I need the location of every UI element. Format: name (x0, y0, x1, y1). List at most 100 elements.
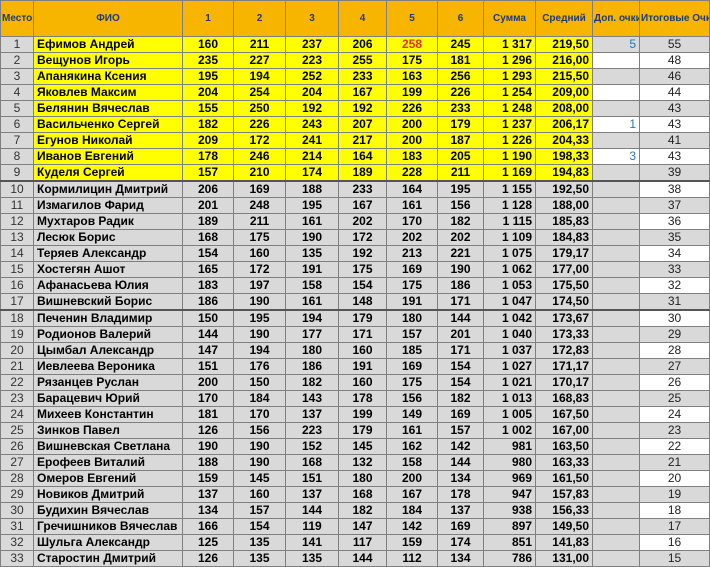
sum-cell[interactable]: 1 169 (483, 164, 536, 182)
total-cell[interactable]: 26 (639, 374, 710, 391)
game-6-cell[interactable]: 174 (437, 534, 484, 551)
place-cell[interactable]: 29 (0, 486, 34, 503)
game-1-cell[interactable]: 195 (182, 68, 234, 85)
place-cell[interactable]: 19 (0, 326, 34, 343)
place-cell[interactable]: 21 (0, 358, 34, 375)
game-2-cell[interactable]: 135 (233, 550, 286, 567)
total-cell[interactable]: 44 (639, 84, 710, 101)
game-4-cell[interactable]: 172 (338, 229, 387, 246)
game-2-cell[interactable]: 157 (233, 502, 286, 519)
game-6-cell[interactable]: 202 (437, 229, 484, 246)
game-5-cell[interactable]: 175 (386, 277, 438, 294)
header-place[interactable]: Место (0, 0, 34, 37)
game-5-cell[interactable]: 156 (386, 390, 438, 407)
game-5-cell[interactable]: 170 (386, 213, 438, 230)
game-3-cell[interactable]: 188 (285, 180, 339, 198)
game-3-cell[interactable]: 180 (285, 342, 339, 359)
game-1-cell[interactable]: 206 (182, 180, 234, 198)
header-game-6[interactable]: 6 (437, 0, 484, 37)
average-cell[interactable]: 175,50 (535, 277, 593, 294)
name-cell[interactable]: Хостегян Ашот (33, 261, 183, 278)
name-cell[interactable]: Апанякина Ксения (33, 68, 183, 85)
game-3-cell[interactable]: 186 (285, 358, 339, 375)
game-3-cell[interactable]: 237 (285, 36, 339, 53)
game-4-cell[interactable]: 144 (338, 550, 387, 567)
sum-cell[interactable]: 1 037 (483, 342, 536, 359)
sum-cell[interactable]: 1 053 (483, 277, 536, 294)
place-cell[interactable]: 18 (0, 309, 34, 327)
game-2-cell[interactable]: 194 (233, 68, 286, 85)
average-cell[interactable]: 174,50 (535, 293, 593, 311)
game-6-cell[interactable]: 221 (437, 245, 484, 262)
game-2-cell[interactable]: 194 (233, 342, 286, 359)
game-1-cell[interactable]: 125 (182, 534, 234, 551)
bonus-cell[interactable] (592, 277, 640, 294)
bonus-cell[interactable] (592, 164, 640, 182)
place-cell[interactable]: 32 (0, 534, 34, 551)
sum-cell[interactable]: 786 (483, 550, 536, 567)
game-2-cell[interactable]: 184 (233, 390, 286, 407)
game-3-cell[interactable]: 223 (285, 52, 339, 69)
game-6-cell[interactable]: 245 (437, 36, 484, 53)
game-2-cell[interactable]: 150 (233, 374, 286, 391)
game-3-cell[interactable]: 194 (285, 309, 339, 327)
sum-cell[interactable]: 969 (483, 470, 536, 487)
bonus-cell[interactable] (592, 470, 640, 487)
name-cell[interactable]: Иванов Евгений (33, 148, 183, 165)
header-game-2[interactable]: 2 (233, 0, 286, 37)
name-cell[interactable]: Барацевич Юрий (33, 390, 183, 407)
game-4-cell[interactable]: 207 (338, 116, 387, 133)
name-cell[interactable]: Омеров Евгений (33, 470, 183, 487)
game-2-cell[interactable]: 154 (233, 518, 286, 535)
sum-cell[interactable]: 1 296 (483, 52, 536, 69)
game-5-cell[interactable]: 185 (386, 342, 438, 359)
sum-cell[interactable]: 1 021 (483, 374, 536, 391)
bonus-cell[interactable] (592, 213, 640, 230)
sum-cell[interactable]: 1 115 (483, 213, 536, 230)
game-5-cell[interactable]: 200 (386, 470, 438, 487)
place-cell[interactable]: 13 (0, 229, 34, 246)
header-game-1[interactable]: 1 (182, 0, 234, 37)
sum-cell[interactable]: 1 254 (483, 84, 536, 101)
game-1-cell[interactable]: 178 (182, 148, 234, 165)
total-cell[interactable]: 36 (639, 213, 710, 230)
game-2-cell[interactable]: 197 (233, 277, 286, 294)
game-1-cell[interactable]: 126 (182, 550, 234, 567)
game-3-cell[interactable]: 241 (285, 132, 339, 149)
name-cell[interactable]: Белянин Вячеслав (33, 100, 183, 117)
game-5-cell[interactable]: 142 (386, 518, 438, 535)
average-cell[interactable]: 185,83 (535, 213, 593, 230)
game-2-cell[interactable]: 190 (233, 293, 286, 311)
game-1-cell[interactable]: 182 (182, 116, 234, 133)
name-cell[interactable]: Афанасьева Юлия (33, 277, 183, 294)
sum-cell[interactable]: 980 (483, 454, 536, 471)
place-cell[interactable]: 26 (0, 438, 34, 455)
game-2-cell[interactable]: 210 (233, 164, 286, 182)
game-6-cell[interactable]: 142 (437, 438, 484, 455)
place-cell[interactable]: 5 (0, 100, 34, 117)
place-cell[interactable]: 25 (0, 422, 34, 439)
game-5-cell[interactable]: 112 (386, 550, 438, 567)
game-3-cell[interactable]: 144 (285, 502, 339, 519)
game-4-cell[interactable]: 147 (338, 518, 387, 535)
game-1-cell[interactable]: 200 (182, 374, 234, 391)
game-4-cell[interactable]: 255 (338, 52, 387, 69)
game-6-cell[interactable]: 182 (437, 213, 484, 230)
average-cell[interactable]: 173,33 (535, 326, 593, 343)
game-1-cell[interactable]: 168 (182, 229, 234, 246)
game-6-cell[interactable]: 169 (437, 406, 484, 423)
game-6-cell[interactable]: 181 (437, 52, 484, 69)
game-4-cell[interactable]: 167 (338, 84, 387, 101)
game-4-cell[interactable]: 192 (338, 100, 387, 117)
total-cell[interactable]: 43 (639, 148, 710, 165)
game-6-cell[interactable]: 134 (437, 470, 484, 487)
place-cell[interactable]: 30 (0, 502, 34, 519)
name-cell[interactable]: Родионов Валерий (33, 326, 183, 343)
average-cell[interactable]: 171,17 (535, 358, 593, 375)
header-average[interactable]: Средний (535, 0, 593, 37)
total-cell[interactable]: 43 (639, 116, 710, 133)
game-5-cell[interactable]: 180 (386, 309, 438, 327)
game-5-cell[interactable]: 161 (386, 422, 438, 439)
bonus-cell[interactable] (592, 486, 640, 503)
game-4-cell[interactable]: 233 (338, 180, 387, 198)
